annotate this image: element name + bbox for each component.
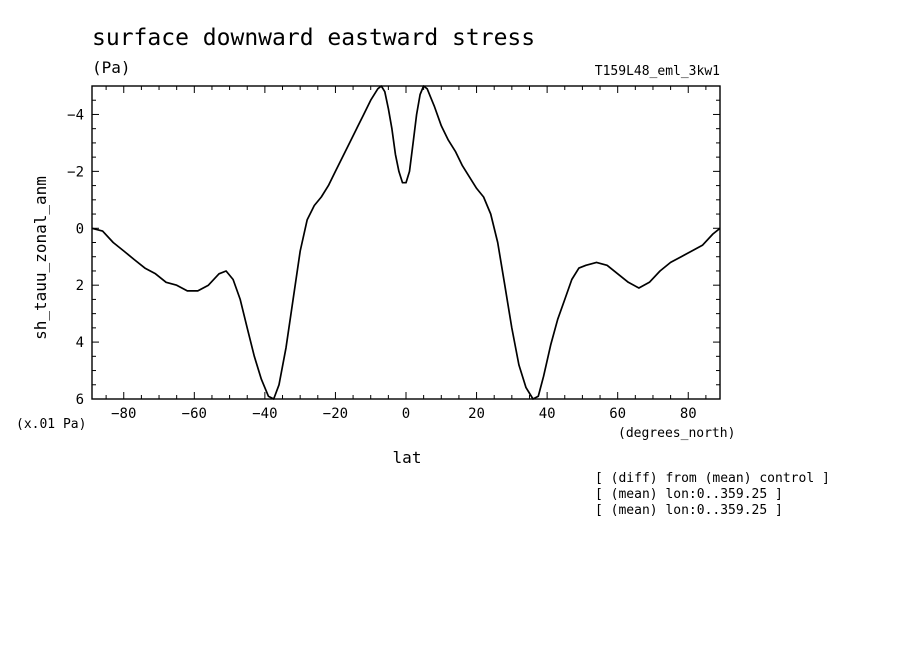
x-tick-label: 60 bbox=[609, 406, 626, 422]
x-tick-label: 0 bbox=[402, 406, 410, 422]
units-label: (Pa) bbox=[92, 58, 131, 77]
note-line-3: [ (mean) lon:0..359.25 ] bbox=[595, 503, 783, 518]
y-axis-label: sh_tauu_zonal_anm bbox=[31, 176, 50, 340]
y-tick-label: 0 bbox=[76, 221, 84, 237]
series-line bbox=[91, 85, 721, 400]
y-tick-label: −2 bbox=[67, 164, 84, 180]
y-tick-label: 4 bbox=[76, 335, 84, 351]
x-tick-label: 80 bbox=[680, 406, 697, 422]
y-scale-note: (x.01 Pa) bbox=[16, 417, 86, 432]
axis-ticks bbox=[92, 85, 720, 400]
note-line-1: [ (diff) from (mean) control ] bbox=[595, 471, 830, 486]
y-tick-label: 2 bbox=[76, 278, 84, 294]
x-tick-label: −20 bbox=[323, 406, 348, 422]
y-tick-label: −4 bbox=[67, 107, 84, 123]
x-tick-label: 20 bbox=[468, 406, 485, 422]
x-axis-label: lat bbox=[393, 448, 422, 467]
x-tick-label: −60 bbox=[182, 406, 207, 422]
x-tick-label: −40 bbox=[252, 406, 277, 422]
x-units-label: (degrees_north) bbox=[618, 426, 735, 441]
plot-frame bbox=[91, 85, 721, 400]
y-tick-label: 6 bbox=[76, 392, 84, 408]
note-line-2: [ (mean) lon:0..359.25 ] bbox=[595, 487, 783, 502]
x-tick-label: 40 bbox=[539, 406, 556, 422]
chart-title: surface downward eastward stress bbox=[92, 25, 535, 51]
experiment-label: T159L48_eml_3kw1 bbox=[595, 64, 720, 79]
x-tick-label: −80 bbox=[111, 406, 136, 422]
